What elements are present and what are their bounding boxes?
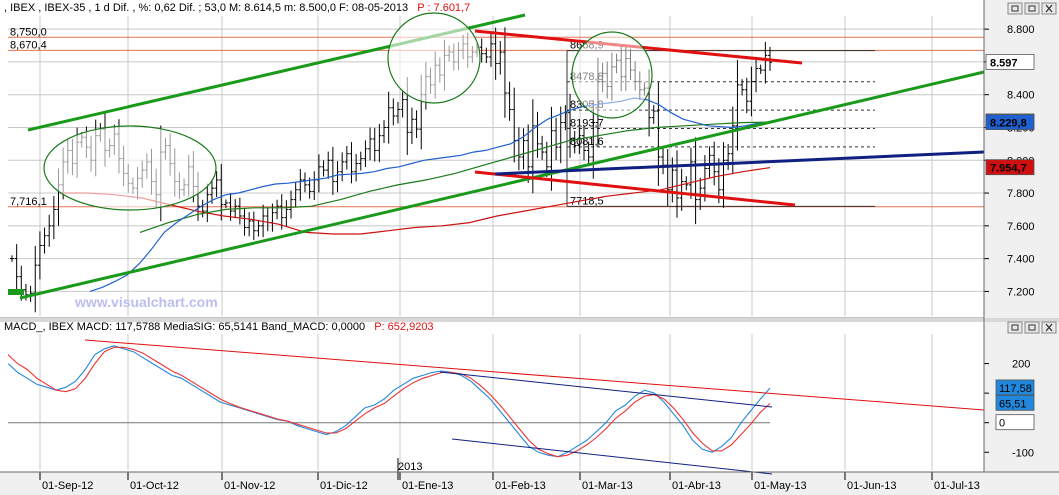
macd-header-text: MACD_, IBEX MACD: 117,5788 MediaSIG: 65,… [4,321,365,333]
bottom-axis-panel [0,472,1059,495]
right-axis-panel [984,0,1059,495]
ma-blue-line [89,97,771,292]
price-tag-label: 8.597 [990,57,1018,69]
macd-maximize-button[interactable] [1007,321,1023,334]
price-restore-button[interactable] [1024,2,1040,15]
watermark: www.visualchart.com [74,294,218,310]
x-tick-label: 01-Dic-12 [320,480,368,492]
ma-green-line [139,121,771,233]
restore-icon [1028,324,1036,331]
macd-value-tag: 117,58 [995,379,1035,396]
close-icon [1045,323,1053,332]
panel-splitter[interactable] [0,318,1059,322]
highlight-ellipse [43,125,217,211]
macd-series-macd [7,345,771,458]
price-header-text: , IBEX , IBEX-35 , 1 d Dif. , %: 0,62 Di… [4,2,408,14]
price-tag-label: 8.229,8 [990,118,1027,130]
restore-icon [1028,5,1036,12]
maximize-icon [1011,324,1019,331]
low-marker [8,289,24,295]
macd-y-tick-label: 200 [1012,359,1030,371]
level-label: 7,716,1 [10,196,47,208]
support-navy-line [494,150,985,176]
x-tick-label: 01-May-13 [754,480,807,492]
price-tag: 7.954,7 [985,159,1035,176]
x-tick-label: 01-Jul-13 [934,480,980,492]
highlight-ellipse [571,31,653,119]
price-tag: 8.229,8 [985,114,1035,130]
macd-layer [7,339,985,475]
y-tick-label: 7.200 [1007,286,1035,298]
price-tag-box [985,159,1035,176]
macd-value-tag-box [995,394,1035,411]
macd-resistance-line [84,339,985,411]
y-tick-label: 7.600 [1007,221,1035,233]
price-tag-label: 7.954,7 [990,163,1027,175]
x-tick-label: 01-Nov-12 [224,480,275,492]
highlight-ellipse [387,12,481,104]
macd-value-tag: 0 [995,414,1035,431]
maximize-icon [1011,5,1019,12]
x-tick-label: 01-Feb-13 [495,480,546,492]
price-tag-box [985,53,1035,70]
y-tick-label: 8.400 [1007,90,1035,102]
macd-panel-controls [1007,321,1057,334]
price-header-p: P : 7.601,7 [417,2,470,14]
macd-value-tag: 65,51 [995,394,1035,411]
x-tick-label: 01-Oct-12 [130,480,179,492]
y-tick-label: 7.400 [1007,254,1035,266]
x-tick-label: 01-Jun-13 [847,480,897,492]
price-tag: 8.597 [985,53,1035,70]
fib-label: 8193,7 [570,118,604,130]
macd-header: MACD_, IBEX MACD: 117,5788 MediaSIG: 65,… [4,321,434,333]
price-layer: 8,750,08,670,47,716,18668,98478,88305,88… [8,12,985,313]
y-tick-label: 7.800 [1007,188,1035,200]
macd-channel-upper [439,371,773,408]
y-tick-label: 8.800 [1007,24,1035,36]
price-header: , IBEX , IBEX-35 , 1 d Dif. , %: 0,62 Di… [4,2,470,14]
macd-value-tag-box [995,414,1035,431]
macd-series-mediasig [7,346,771,458]
macd-header-p: P: 652,9203 [374,321,433,333]
macd-restore-button[interactable] [1024,321,1040,334]
support-red-line [474,170,796,207]
x-tick-label: 01-Ene-13 [402,480,453,492]
channel-lower-line [19,70,985,300]
level-label: 8,670,4 [10,39,47,51]
macd-value-tag-label: 65,51 [999,398,1027,410]
year-marker: 2013 [398,461,422,473]
price-panel-controls [1007,2,1057,15]
price-maximize-button[interactable] [1007,2,1023,15]
close-icon [1045,4,1053,13]
macd-channel-lower [451,438,773,475]
macd-y-tick-label: -100 [1012,447,1034,459]
x-tick-label: 01-Mar-13 [582,480,633,492]
macd-value-tag-label: 117,58 [999,383,1032,395]
level-label: 8,750,0 [10,26,47,38]
x-tick-label: 01-Sep-12 [42,480,93,492]
price-tag-box [985,114,1035,130]
macd-value-tag-label: 0 [999,418,1005,430]
x-tick-label: 01-Abr-13 [672,480,721,492]
